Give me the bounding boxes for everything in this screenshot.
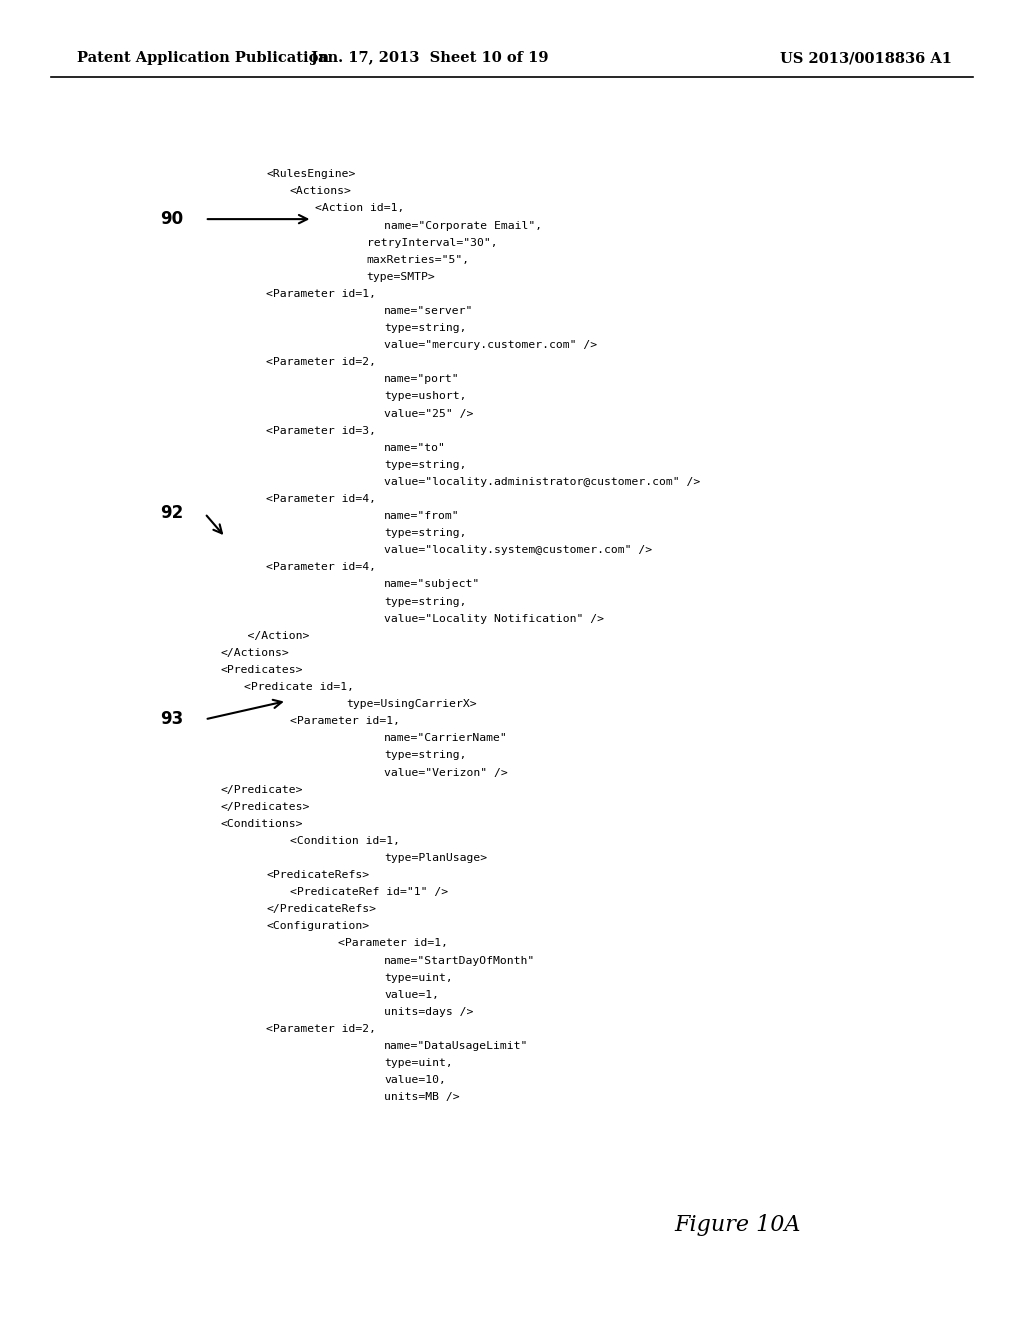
Text: units=days />: units=days /> [384, 1007, 473, 1016]
Text: <Parameter id=4,: <Parameter id=4, [266, 494, 376, 504]
Text: value=1,: value=1, [384, 990, 439, 999]
Text: name="server": name="server" [384, 306, 473, 315]
Text: Patent Application Publication: Patent Application Publication [77, 51, 329, 65]
Text: name="subject": name="subject" [384, 579, 480, 590]
Text: <Configuration>: <Configuration> [266, 921, 370, 932]
Text: name="Corporate Email",: name="Corporate Email", [384, 220, 542, 231]
Text: name="port": name="port" [384, 375, 460, 384]
Text: name="from": name="from" [384, 511, 460, 521]
Text: <RulesEngine>: <RulesEngine> [266, 169, 355, 180]
Text: <PredicateRef id="1" />: <PredicateRef id="1" /> [290, 887, 447, 898]
Text: name="DataUsageLimit": name="DataUsageLimit" [384, 1041, 528, 1051]
Text: type=string,: type=string, [384, 459, 467, 470]
Text: retryInterval="30",: retryInterval="30", [367, 238, 498, 248]
Text: value=10,: value=10, [384, 1076, 445, 1085]
Text: </Actions>: </Actions> [220, 648, 289, 657]
Text: <Parameter id=2,: <Parameter id=2, [266, 358, 376, 367]
Text: type=string,: type=string, [384, 528, 467, 539]
Text: </PredicateRefs>: </PredicateRefs> [266, 904, 376, 915]
Text: maxRetries="5",: maxRetries="5", [367, 255, 470, 265]
Text: units=MB />: units=MB /> [384, 1093, 460, 1102]
Text: </Predicate>: </Predicate> [220, 784, 303, 795]
Text: <Predicate id=1,: <Predicate id=1, [244, 682, 353, 692]
Text: <Parameter id=2,: <Parameter id=2, [266, 1024, 376, 1034]
Text: 92: 92 [161, 504, 183, 523]
Text: value="Verizon" />: value="Verizon" /> [384, 767, 508, 777]
Text: value="locality.system@customer.com" />: value="locality.system@customer.com" /> [384, 545, 652, 556]
Text: <Parameter id=4,: <Parameter id=4, [266, 562, 376, 573]
Text: type=string,: type=string, [384, 751, 467, 760]
Text: </Predicates>: </Predicates> [220, 801, 309, 812]
Text: Figure 10A: Figure 10A [674, 1214, 801, 1236]
Text: type=uint,: type=uint, [384, 1059, 453, 1068]
Text: <Parameter id=1,: <Parameter id=1, [290, 717, 399, 726]
Text: US 2013/0018836 A1: US 2013/0018836 A1 [780, 51, 952, 65]
Text: <Predicates>: <Predicates> [220, 665, 303, 675]
Text: <Condition id=1,: <Condition id=1, [290, 836, 399, 846]
Text: type=uint,: type=uint, [384, 973, 453, 982]
Text: <Parameter id=1,: <Parameter id=1, [338, 939, 447, 949]
Text: name="CarrierName": name="CarrierName" [384, 734, 508, 743]
Text: <Parameter id=1,: <Parameter id=1, [266, 289, 376, 298]
Text: <Parameter id=3,: <Parameter id=3, [266, 425, 376, 436]
Text: type=string,: type=string, [384, 323, 467, 333]
Text: value="locality.administrator@customer.com" />: value="locality.administrator@customer.c… [384, 477, 700, 487]
Text: name="to": name="to" [384, 442, 445, 453]
Text: type=SMTP>: type=SMTP> [367, 272, 435, 281]
Text: <Actions>: <Actions> [290, 186, 351, 197]
Text: 90: 90 [161, 210, 183, 228]
Text: <Conditions>: <Conditions> [220, 818, 303, 829]
Text: type=string,: type=string, [384, 597, 467, 607]
Text: <PredicateRefs>: <PredicateRefs> [266, 870, 370, 880]
Text: value="mercury.customer.com" />: value="mercury.customer.com" /> [384, 341, 597, 350]
Text: value="Locality Notification" />: value="Locality Notification" /> [384, 614, 604, 623]
Text: <Action id=1,: <Action id=1, [315, 203, 404, 214]
Text: type=PlanUsage>: type=PlanUsage> [384, 853, 487, 863]
Text: value="25" />: value="25" /> [384, 409, 473, 418]
Text: Jan. 17, 2013  Sheet 10 of 19: Jan. 17, 2013 Sheet 10 of 19 [311, 51, 549, 65]
Text: type=UsingCarrierX>: type=UsingCarrierX> [346, 700, 477, 709]
Text: type=ushort,: type=ushort, [384, 392, 467, 401]
Text: name="StartDayOfMonth": name="StartDayOfMonth" [384, 956, 536, 965]
Text: </Action>: </Action> [220, 631, 309, 640]
Text: 93: 93 [161, 710, 183, 729]
